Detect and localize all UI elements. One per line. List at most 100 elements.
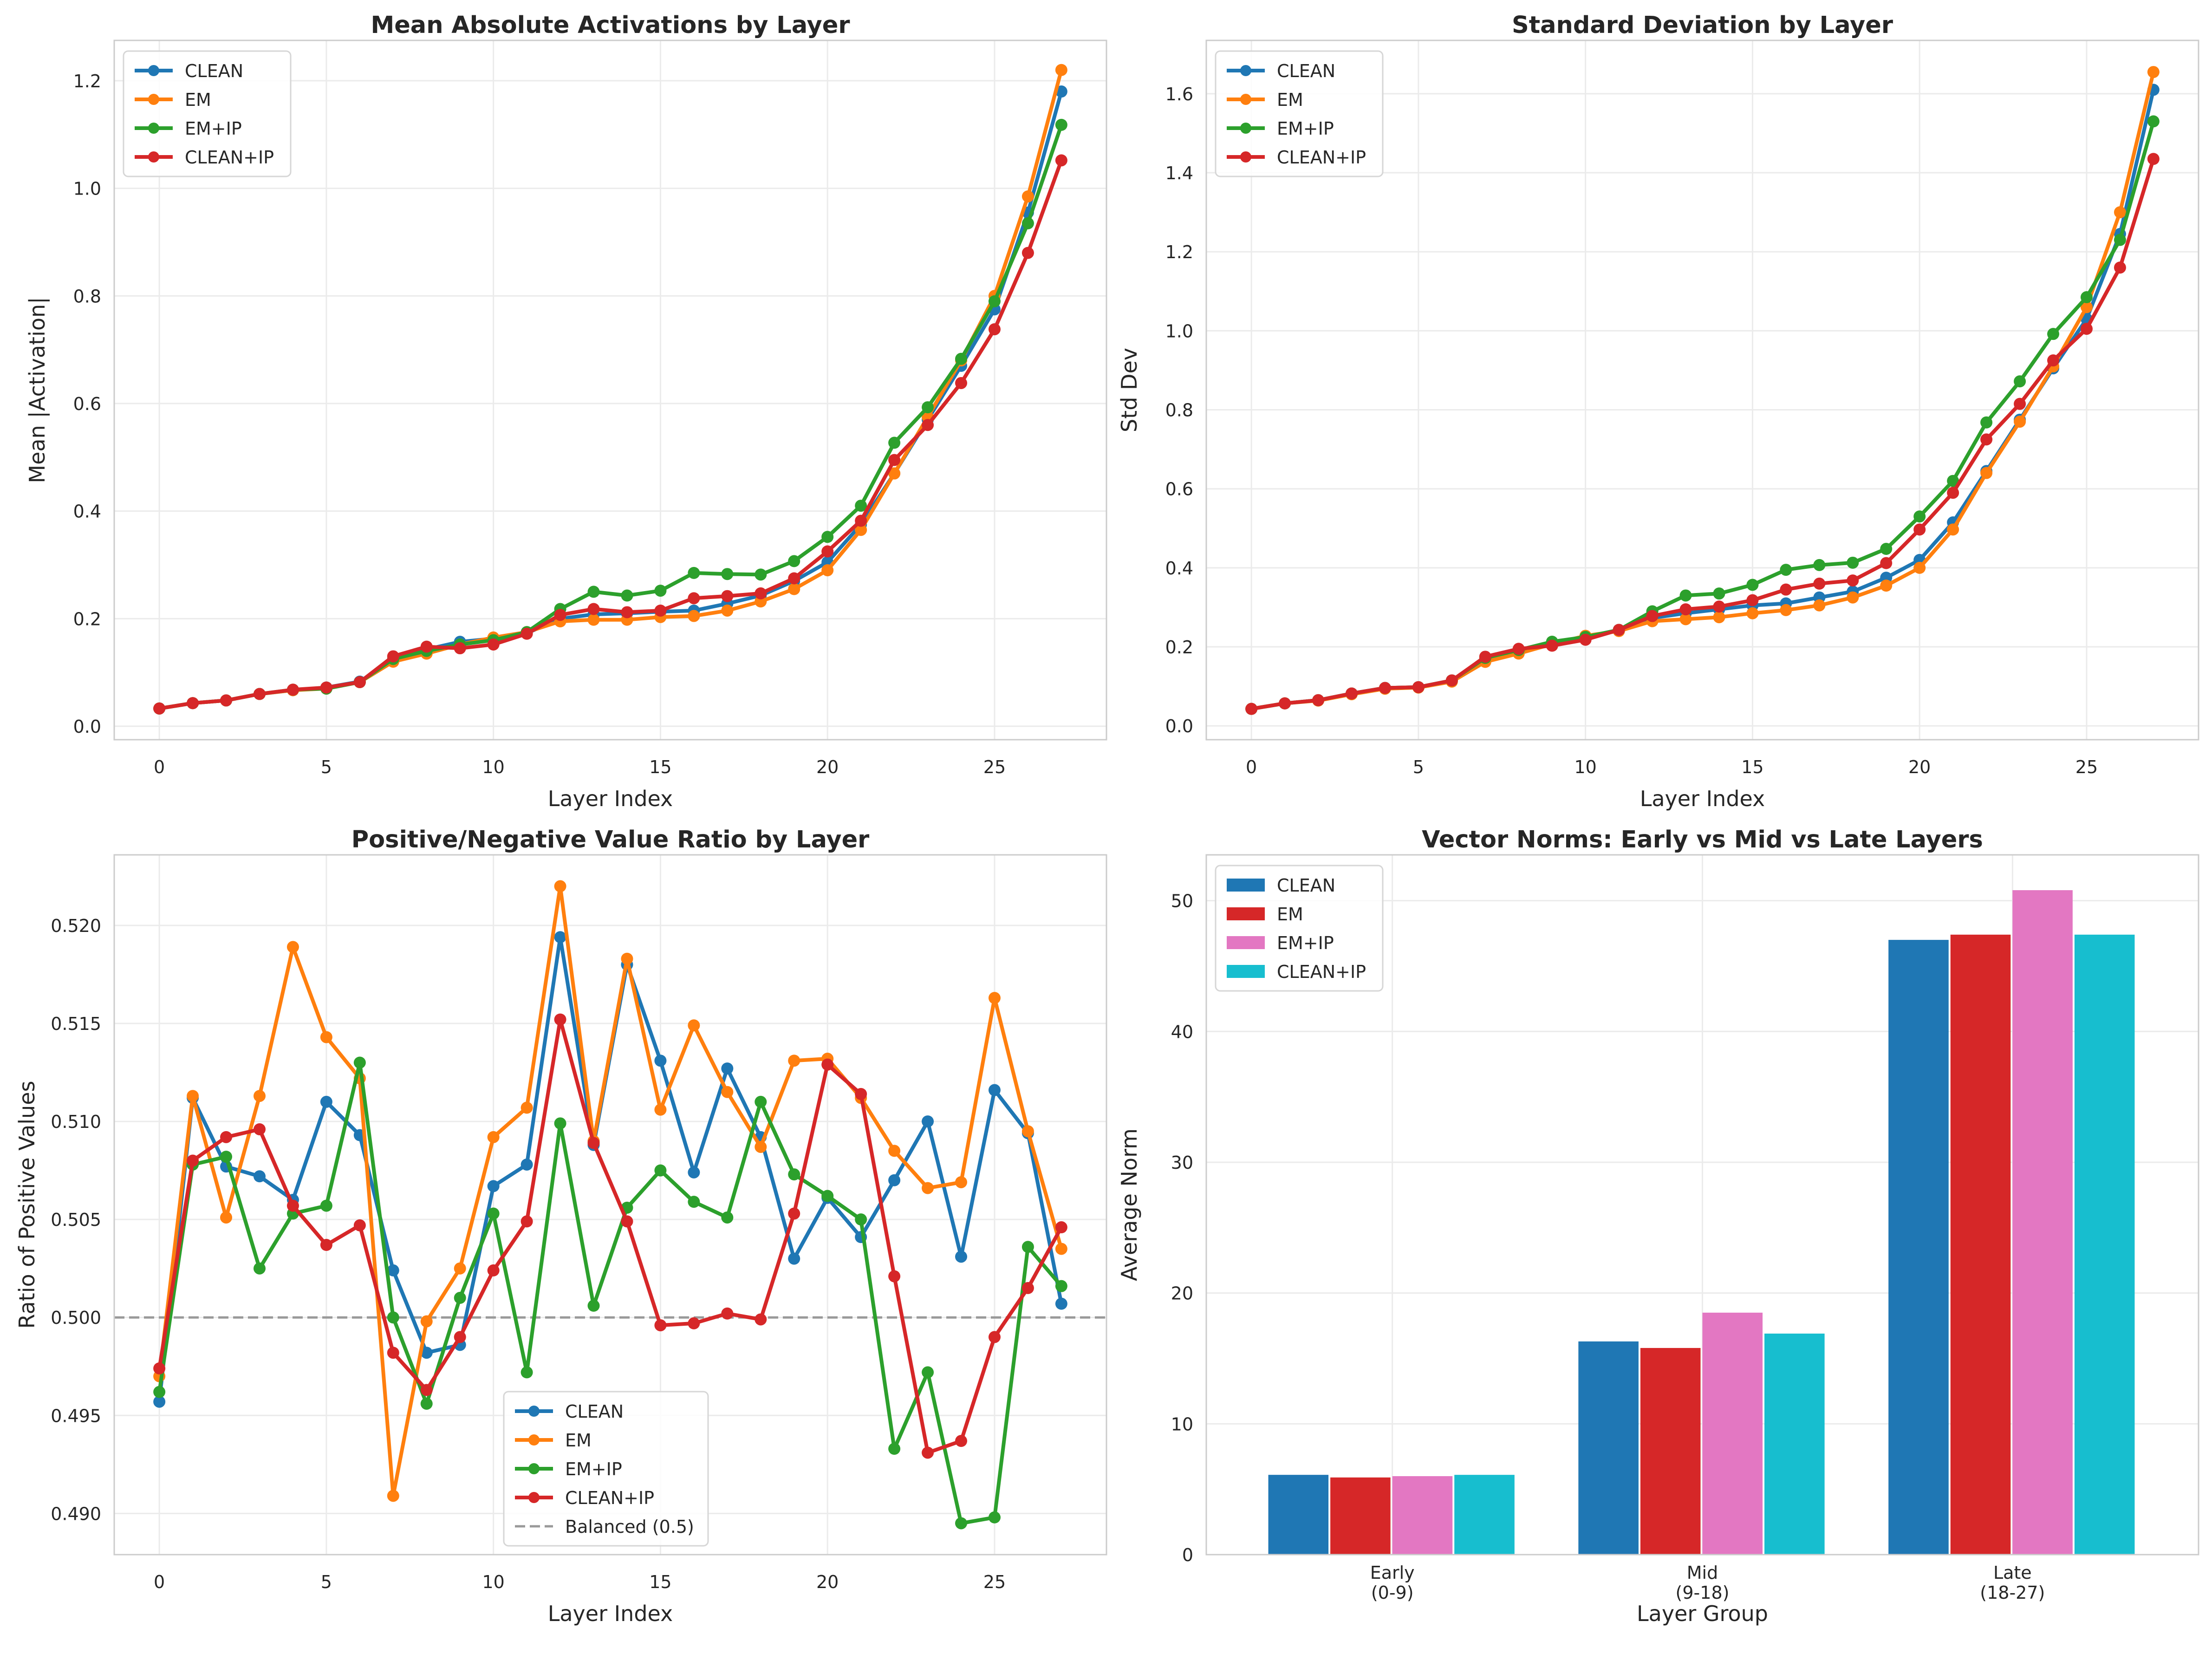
legend: CLEAN EM EM+IP CLEAN+IP — [1215, 865, 1384, 992]
data-point — [153, 702, 166, 715]
data-point — [2114, 206, 2126, 219]
legend-label: Balanced (0.5) — [565, 1517, 694, 1537]
data-point — [220, 694, 233, 707]
legend-swatch — [1227, 879, 1265, 892]
y-tick-label: 10 — [1171, 1414, 1193, 1434]
y-tick-label: 1.0 — [73, 179, 101, 199]
data-point — [420, 1384, 433, 1396]
data-point — [922, 1115, 934, 1128]
y-axis-label: Average Norm — [1117, 1128, 1142, 1281]
data-point — [855, 524, 867, 536]
y-tick-label: 20 — [1171, 1283, 1193, 1304]
legend-marker — [528, 1463, 540, 1474]
data-point — [587, 613, 600, 626]
bar — [1578, 1341, 1639, 1555]
x-tick-label: 0 — [1246, 757, 1257, 777]
x-tick-label: 25 — [983, 1572, 1006, 1592]
data-point — [1780, 583, 1792, 596]
data-point — [1813, 599, 1826, 612]
data-point — [286, 1199, 299, 1212]
data-point — [721, 568, 734, 580]
data-point — [2014, 416, 2026, 428]
data-point — [487, 638, 500, 651]
x-tick-label: 20 — [816, 757, 839, 777]
data-point — [320, 1239, 332, 1251]
data-point — [387, 650, 399, 663]
data-point — [855, 1087, 867, 1100]
data-point — [1055, 118, 1067, 131]
data-point — [755, 568, 767, 581]
data-point — [587, 1299, 600, 1312]
data-point — [688, 1019, 700, 1032]
bar — [1950, 934, 2011, 1555]
legend: CLEAN EM EM+IP CLEAN+IP Balanced (0.5) — [503, 1391, 709, 1547]
data-point — [1055, 64, 1067, 76]
data-point — [821, 531, 834, 543]
y-tick-label: 50 — [1171, 891, 1193, 912]
bar — [1888, 940, 1949, 1555]
bar — [1268, 1475, 1329, 1555]
data-point — [1880, 557, 1893, 569]
data-point — [1746, 594, 1759, 606]
legend: CLEAN EM EM+IP CLEAN+IP — [123, 50, 292, 177]
data-point — [788, 1055, 800, 1067]
data-point — [286, 684, 299, 696]
data-point — [253, 1123, 266, 1135]
legend-marker — [528, 1406, 540, 1417]
data-point — [454, 1292, 466, 1304]
legend-box — [503, 1391, 709, 1547]
data-point — [922, 401, 934, 414]
data-point — [654, 1103, 667, 1116]
data-point — [654, 1319, 667, 1332]
y-tick-label: 0.4 — [73, 501, 101, 522]
data-point — [587, 603, 600, 615]
gridlines — [114, 40, 1106, 740]
data-point — [2047, 328, 2060, 340]
y-tick-label: 40 — [1171, 1022, 1193, 1042]
x-tick-label: 25 — [983, 757, 1006, 777]
series-em-ip — [153, 1056, 1067, 1530]
data-point — [187, 1154, 199, 1167]
y-tick-label: 1.2 — [1165, 242, 1193, 262]
chart-panel-4: 0 10 20 30 40 50 Vector Norms: Early vs Mid vs… — [1117, 826, 2199, 1626]
data-point — [721, 1062, 734, 1075]
x-tick-label: 25 — [2075, 757, 2098, 777]
series-line — [1251, 158, 2155, 711]
y-tick-label: 0.515 — [51, 1014, 101, 1034]
data-point — [520, 1158, 533, 1171]
data-point — [855, 500, 867, 512]
y-tick-label: 0.2 — [73, 609, 101, 629]
y-tick-label: 0.490 — [51, 1504, 101, 1524]
legend-label: EM — [565, 1430, 592, 1451]
legend-marker — [1240, 65, 1251, 76]
data-point — [721, 1307, 734, 1320]
bar — [1702, 1312, 1763, 1555]
bar — [1454, 1475, 1515, 1555]
legend-marker — [148, 65, 159, 76]
legend-marker — [148, 94, 159, 105]
y-axis-label: Std Dev — [1117, 348, 1142, 432]
data-point — [587, 1137, 600, 1149]
data-point — [554, 1013, 566, 1026]
legend-marker — [148, 151, 159, 163]
data-point — [420, 1397, 433, 1410]
data-point — [1746, 579, 1759, 591]
gridlines — [1206, 40, 2199, 740]
data-point — [1947, 523, 1959, 536]
y-tick-label: 0.4 — [1165, 558, 1193, 579]
x-axis-label: Layer Index — [1640, 786, 1765, 811]
data-point — [688, 567, 700, 579]
data-point — [1980, 467, 1993, 479]
data-point — [821, 545, 834, 558]
data-point — [1746, 607, 1759, 619]
data-point — [988, 323, 1001, 336]
chart-title: Standard Deviation by Layer — [1512, 12, 1893, 39]
data-point — [1713, 600, 1725, 613]
data-point — [855, 514, 867, 527]
series-line — [157, 1017, 1063, 1455]
legend-marker — [1240, 151, 1251, 163]
data-point — [1679, 613, 1692, 625]
data-point — [554, 880, 566, 892]
data-point — [1055, 1221, 1067, 1234]
data-point — [988, 992, 1001, 1004]
